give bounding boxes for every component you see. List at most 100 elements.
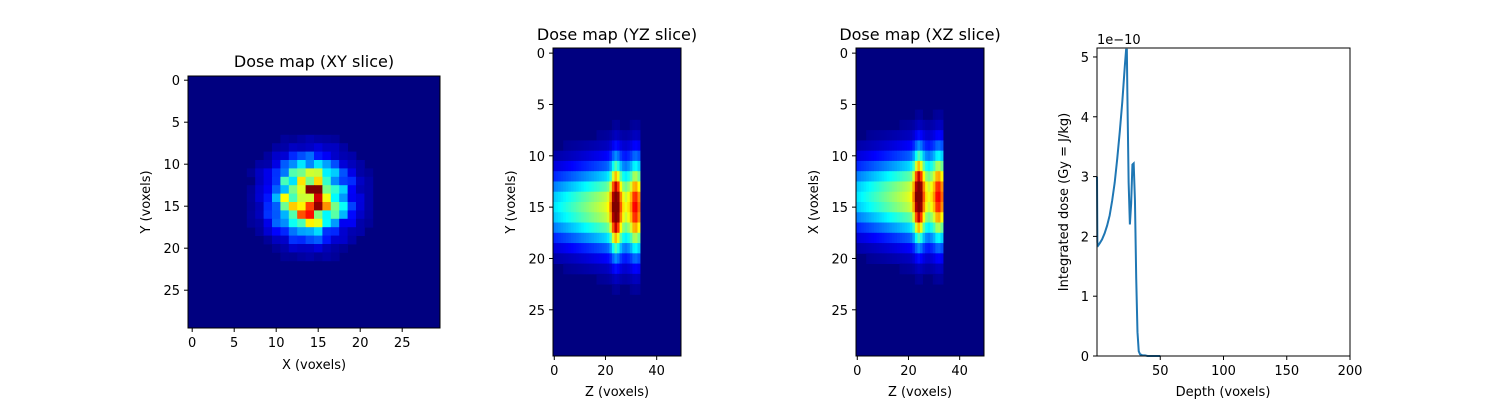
xz-cell: [899, 253, 903, 264]
yz-cell: [634, 263, 638, 275]
yz-cell: [629, 130, 633, 141]
yz-cell: [637, 191, 641, 203]
xy-cell: [288, 202, 298, 211]
xz-cell: [937, 160, 941, 172]
xz-cell: [940, 232, 944, 244]
yz-cell: [599, 222, 603, 234]
xz-cell: [879, 150, 882, 162]
yz-cell: [619, 222, 623, 234]
yz-cell: [581, 202, 585, 213]
yz-cell: [568, 263, 572, 275]
xz-cell: [902, 202, 906, 213]
yz-cell: [622, 130, 626, 141]
xz-cell: [922, 263, 926, 275]
xz-cell: [912, 222, 916, 234]
yz-cell: [563, 232, 567, 244]
xy-cell: [246, 210, 256, 220]
xz-cell: [876, 191, 880, 203]
xz-cell: [914, 119, 918, 131]
yz-cell: [617, 130, 620, 141]
xy-cell: [305, 235, 315, 245]
xz-cell: [904, 263, 908, 275]
yz-cell: [627, 181, 631, 193]
yz-cell: [606, 181, 610, 193]
yz-cell: [568, 232, 572, 244]
yz-cell: [573, 150, 577, 162]
yz-cell: [573, 171, 577, 182]
xz-cell: [871, 160, 875, 172]
yz-cell: [581, 222, 585, 234]
xy-cell: [305, 202, 315, 211]
xy-cell: [272, 168, 281, 178]
xy-ytick-label: 25: [163, 284, 180, 299]
xz-cell: [894, 140, 898, 152]
yz-cell: [555, 212, 559, 223]
xz-cell: [871, 191, 875, 203]
yz-cell: [614, 181, 618, 193]
xz-cell: [902, 232, 906, 244]
xz-cell: [927, 212, 931, 223]
yz-cell: [614, 232, 618, 244]
xz-cell: [937, 263, 941, 275]
xz-cell: [902, 119, 906, 131]
xz-cell: [922, 212, 926, 223]
yz-cell: [617, 222, 620, 234]
xy-cell: [297, 210, 306, 220]
xz-cell: [881, 243, 885, 254]
xz-cell: [925, 253, 929, 264]
xz-cell: [879, 232, 882, 244]
yz-cell: [599, 243, 603, 254]
yz-cell: [593, 232, 597, 244]
yz-cell: [578, 212, 582, 223]
xy-cell: [246, 218, 256, 228]
xz-cell: [894, 202, 898, 213]
xz-cell: [904, 171, 908, 182]
xz-cell: [920, 212, 923, 223]
xy-cell: [263, 202, 273, 211]
xz-cell: [930, 212, 934, 223]
xy-cell: [330, 227, 340, 236]
yz-title: Dose map (YZ slice): [537, 25, 697, 44]
yz-cell: [637, 160, 641, 172]
xy-cell: [347, 168, 357, 178]
xz-cell: [863, 171, 867, 182]
xz-cell: [896, 181, 900, 193]
yz-cell: [591, 191, 595, 203]
xy-cell: [288, 210, 298, 220]
yz-cell: [637, 140, 641, 152]
xz-cell: [925, 263, 929, 275]
xz-cell: [914, 232, 918, 244]
yz-cell: [601, 212, 605, 223]
xz-cell: [861, 232, 865, 244]
xy-cell: [297, 252, 306, 262]
yz-cell: [588, 243, 592, 254]
yz-cell: [619, 253, 623, 264]
yz-cell: [637, 284, 641, 295]
yz-cell: [627, 191, 631, 203]
yz-cell: [617, 191, 620, 203]
yz-cell: [591, 150, 595, 162]
xy-cell: [347, 193, 357, 203]
xz-cell: [868, 232, 872, 244]
xy-cell: [339, 210, 348, 220]
xz-cell: [935, 191, 939, 203]
xz-cell: [861, 140, 865, 152]
xz-cell: [894, 243, 898, 254]
xz-cell: [932, 273, 936, 285]
yz-cell: [573, 232, 577, 244]
xy-cell: [288, 134, 298, 144]
xz-cell: [930, 160, 934, 172]
xy-cell: [288, 176, 298, 186]
xz-cell: [932, 140, 936, 152]
yz-cell: [601, 243, 605, 254]
xz-cell: [871, 150, 875, 162]
xy-cell: [364, 202, 374, 211]
xz-cell: [932, 212, 936, 223]
yz-cell: [560, 222, 564, 234]
yz-cell: [558, 181, 562, 193]
xy-heatmap: [188, 76, 440, 328]
yz-cell: [565, 212, 569, 223]
xz-cell: [937, 243, 941, 254]
yz-cell: [627, 263, 631, 275]
xy-cell: [297, 160, 306, 169]
